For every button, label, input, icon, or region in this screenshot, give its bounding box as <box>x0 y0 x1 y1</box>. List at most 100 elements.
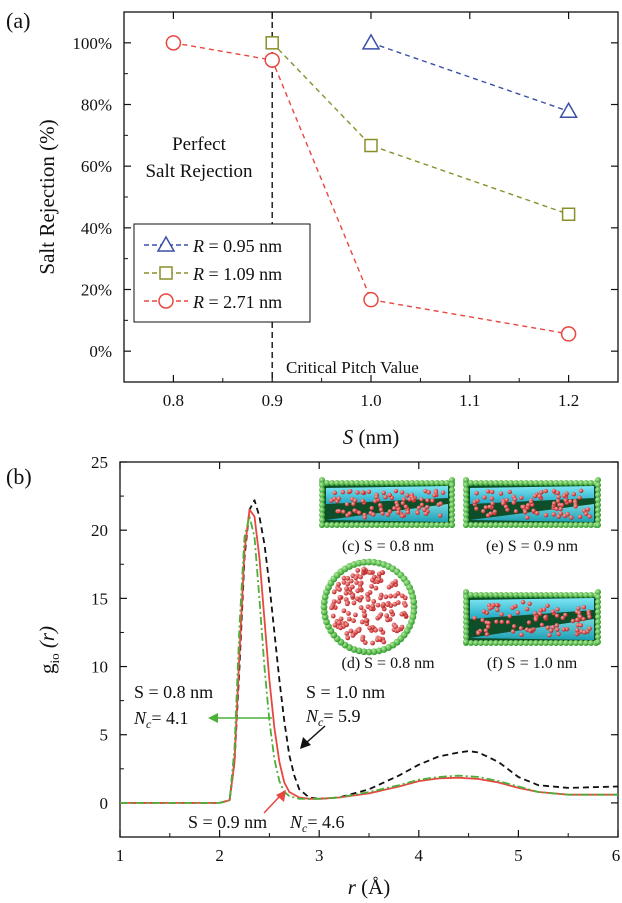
water-molecule <box>376 571 382 577</box>
wall-atom <box>349 522 355 528</box>
wall-atom <box>488 640 494 646</box>
inset-caption-d: (d) S = 0.8 nm <box>341 655 435 672</box>
water-molecule <box>375 602 381 608</box>
water-molecule <box>376 577 382 583</box>
water-molecule <box>393 624 399 630</box>
wall-atom <box>488 522 494 528</box>
wall-atom <box>595 512 601 518</box>
wall-atom <box>493 640 499 646</box>
legend-r109-value: = 1.09 nm <box>204 264 282 284</box>
black-annotation: S = 1.0 nm Nc= 5.9 <box>300 682 385 749</box>
wall-atom <box>463 477 469 483</box>
wall-atom <box>444 522 450 528</box>
wall-atom <box>538 480 544 486</box>
wall-atom <box>409 480 415 486</box>
wall-atom <box>518 522 524 528</box>
water-molecule <box>392 506 397 511</box>
wall-atom <box>424 522 430 528</box>
water-molecule <box>360 490 365 495</box>
water-molecule <box>583 511 589 517</box>
wall-atom <box>339 480 345 486</box>
water-molecule <box>341 575 347 581</box>
water-molecule <box>494 619 499 624</box>
water-molecule <box>498 491 504 496</box>
panel-a-ytick-label: 100% <box>72 34 112 53</box>
wall-atom <box>429 480 435 486</box>
water-molecule <box>528 628 533 633</box>
panel-b-ytick-label: 25 <box>91 453 108 472</box>
water-molecule <box>383 494 388 500</box>
wall-atom <box>319 507 325 513</box>
svg-text:R = 1.09 nm: R = 1.09 nm <box>192 264 282 284</box>
water-molecule <box>430 498 435 503</box>
water-molecule <box>537 494 542 499</box>
wall-atom <box>449 522 455 528</box>
wall-atom <box>513 480 519 486</box>
water-molecule <box>423 488 428 494</box>
wall-atom <box>543 522 549 528</box>
wall-atom <box>319 512 325 518</box>
wall-atom <box>463 497 469 503</box>
wall-atom <box>384 480 390 486</box>
water-molecule <box>495 607 500 613</box>
water-molecule <box>550 625 556 630</box>
water-molecule <box>337 594 343 600</box>
panel-a-ticks: 0.8 0.9 1.0 1.1 1.2 0% 20% 40% 60% 80% 100% <box>72 12 618 410</box>
wall-atom <box>463 634 469 640</box>
wall-atom <box>483 592 489 598</box>
wall-atom <box>595 614 601 620</box>
wall-atom <box>568 522 574 528</box>
water-molecule <box>491 602 496 608</box>
wall-atom <box>533 522 539 528</box>
water-molecule <box>388 609 394 615</box>
legend-r-symbol: R <box>192 264 204 284</box>
wall-atom <box>523 480 529 486</box>
water-molecule <box>362 515 368 520</box>
water-molecule <box>371 599 377 604</box>
wall-atom <box>583 522 589 528</box>
water-molecule <box>360 637 365 642</box>
water-molecule <box>359 594 364 600</box>
water-molecule <box>399 490 405 495</box>
wall-atom <box>360 558 368 566</box>
panel-b-xlabel-unit: (Å) <box>356 875 390 899</box>
wall-atom <box>573 592 579 598</box>
wall-atom <box>508 480 514 486</box>
wall-atom <box>439 480 445 486</box>
wall-atom <box>463 512 469 518</box>
wall-atom <box>449 482 455 488</box>
wall-atom <box>543 640 549 646</box>
panel-a-point <box>361 33 381 50</box>
water-molecule <box>494 602 500 608</box>
water-molecule <box>438 501 443 506</box>
panel-a-ytick-label: 0% <box>89 342 112 361</box>
wall-atom <box>548 480 554 486</box>
wall-atom <box>468 640 474 646</box>
water-molecule <box>490 501 495 506</box>
water-molecule <box>347 511 352 516</box>
water-molecule <box>559 502 565 508</box>
water-molecule <box>574 627 580 633</box>
water-molecule <box>369 506 375 511</box>
water-molecule <box>541 607 547 612</box>
water-molecule <box>380 511 385 516</box>
panel-a-xtick-label: 1.0 <box>360 391 381 410</box>
wall-atom <box>518 592 524 598</box>
water-molecule <box>577 514 583 520</box>
water-molecule <box>547 633 552 638</box>
water-molecule <box>370 640 376 646</box>
green-nc-label: Nc= 4.1 <box>133 708 189 731</box>
wall-atom <box>583 640 589 646</box>
water-molecule <box>419 502 425 507</box>
panel-b-ytick-label: 15 <box>91 589 108 608</box>
water-molecule <box>399 593 405 599</box>
water-molecule <box>346 616 352 622</box>
water-molecule <box>485 513 491 518</box>
panel-b-ticks: 1 2 3 4 5 6 0 5 10 15 20 25 <box>91 453 620 865</box>
water-molecule <box>403 504 409 509</box>
water-molecule <box>351 501 356 507</box>
wall-atom <box>528 592 534 598</box>
wall-atom <box>419 522 425 528</box>
water-molecule <box>346 611 351 616</box>
water-molecule <box>395 627 401 633</box>
